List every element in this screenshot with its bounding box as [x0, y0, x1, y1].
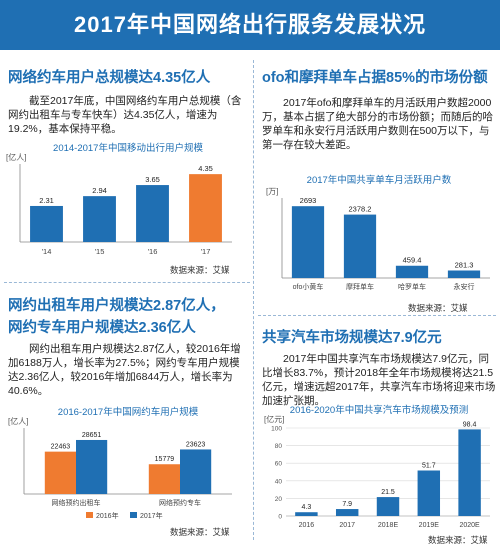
bar-2017年-1	[180, 449, 212, 494]
x-tick-0: '14	[42, 247, 52, 256]
bar-2016年-1	[148, 464, 180, 494]
bar-2017年-0	[76, 439, 108, 494]
ride-hailing-source: 数据来源：艾媒	[170, 265, 230, 275]
ride-hailing-users-chart: [亿人] 22463 28651 网络预约出租车 15779 23623 网络预约专车 201…	[8, 416, 232, 520]
taxi-source: 数据来源：艾媒	[170, 527, 230, 537]
bar-3	[447, 270, 481, 278]
y-tick-0: 0	[278, 514, 282, 521]
data-label-4: 98.4	[463, 421, 477, 428]
bar-0	[295, 512, 318, 516]
bike-sharing-chart-title: 2017年中国共享单车月活跃用户数	[306, 175, 452, 186]
bar-2	[395, 265, 429, 278]
bike-sharing-source: 数据来源：艾媒	[408, 303, 468, 313]
x-tick-1: 摩拜单车	[346, 282, 374, 291]
y-tick-4: 80	[275, 443, 283, 450]
x-tick-1: '15	[95, 247, 105, 256]
bar-2	[376, 497, 400, 516]
data-label-0: 2693	[300, 196, 317, 205]
y-tick-2: 40	[275, 478, 283, 485]
data-label-1: 2.94	[92, 186, 107, 195]
y-axis-unit: [亿人]	[6, 152, 26, 162]
x-tick-2: '16	[148, 247, 158, 256]
bar-0	[291, 206, 325, 278]
y-tick-1: 20	[275, 496, 283, 503]
mobile-travel-users-chart: [亿人] 2.31 '14 2.94 '15 3.65 '16 4.35 '17	[6, 152, 232, 256]
taxi-headline-line2: 网约专车用户规模达2.36亿人	[8, 320, 196, 336]
data-label-3: 281.3	[455, 260, 474, 269]
y-tick-5: 100	[271, 426, 282, 433]
y-axis-unit: [亿元]	[264, 414, 284, 424]
title-banner	[0, 0, 500, 50]
ride-hailing-paragraph: 截至2017年底，中国网络约车用户总规模（含网约出租车与专车快车）达4.35亿人…	[8, 95, 242, 135]
data-label-0: 4.3	[302, 504, 312, 511]
x-tick-4: 2020E	[459, 522, 480, 529]
x-tick-0: 2016	[299, 522, 315, 529]
legend-swatch-0	[86, 512, 93, 518]
car-sharing-paragraph: 2017年中国共享汽车市场规模达7.9亿元，同比增长83.7%，预计2018年全…	[262, 353, 496, 407]
page-title: 2017年中国网络出行服务发展状况	[74, 12, 426, 37]
bar-1	[83, 196, 116, 242]
bar-1	[343, 214, 377, 278]
data-label-3: 51.7	[422, 463, 436, 470]
ride-hailing-chart-title: 2014-2017年中国移动出行用户规模	[53, 143, 203, 154]
data-label-1-1: 23623	[186, 441, 206, 448]
data-label-0: 2.31	[39, 196, 54, 205]
ride-hailing-headline: 网络约车用户总规模达4.35亿人	[8, 70, 211, 86]
x-tick-2: 2018E	[378, 522, 399, 529]
bar-2016年-0	[44, 451, 76, 494]
data-label-2: 3.65	[145, 175, 160, 184]
y-tick-3: 60	[275, 461, 283, 468]
right-section-divider	[258, 315, 496, 316]
car-sharing-source: 数据来源：艾媒	[428, 535, 488, 545]
data-label-1-0: 28651	[82, 432, 102, 439]
x-tick-0: 网络预约出租车	[52, 498, 101, 507]
x-tick-2: 哈罗单车	[398, 282, 426, 291]
legend-swatch-1	[130, 512, 137, 518]
taxi-chart-title: 2016-2017年中国网约车用户规模	[57, 407, 199, 418]
bar-0	[30, 205, 63, 242]
bar-4	[458, 429, 481, 516]
taxi-headline-line1: 网约出租车用户规模达2.87亿人，	[8, 298, 225, 314]
x-tick-1: 2017	[339, 522, 355, 529]
left-section-divider	[4, 282, 250, 283]
y-axis-unit: [亿人]	[8, 416, 28, 426]
bar-3	[417, 470, 441, 516]
bar-2	[136, 185, 169, 242]
x-tick-3: '17	[201, 247, 211, 256]
legend-label-1: 2017年	[140, 511, 163, 520]
data-label-0-1: 15779	[155, 456, 175, 463]
car-sharing-market-chart: [亿元] 0 20 40 60 80 100 4.3 2016 7.9 2017 21.5 2018E 5…	[264, 414, 490, 529]
bar-3	[189, 174, 222, 242]
data-label-2: 21.5	[381, 489, 395, 496]
car-sharing-headline: 共享汽车市场规模达7.9亿元	[262, 330, 442, 346]
column-divider	[253, 60, 254, 540]
x-tick-0: ofo小黄车	[293, 282, 324, 291]
bar-1	[335, 509, 359, 516]
data-label-1: 7.9	[342, 501, 352, 508]
bike-sharing-paragraph: 2017年ofo和摩拜单车的月活跃用户数超2000万，基本占据了绝大部分的市场份…	[262, 97, 493, 151]
data-label-2: 459.4	[403, 256, 422, 265]
car-sharing-chart-title: 2016-2020年中国共享汽车市场规模及预测	[289, 405, 469, 416]
x-tick-3: 永安行	[454, 282, 475, 291]
bike-sharing-headline: ofo和摩拜单车占据85%的市场份额	[262, 70, 488, 86]
y-axis-unit: [万]	[266, 187, 278, 196]
taxi-paragraph: 网约出租车用户规模达2.87亿人，较2016年增加6188万人，增长率为27.5…	[8, 343, 241, 397]
data-label-1: 2378.2	[349, 205, 372, 214]
data-label-0-0: 22463	[51, 444, 71, 451]
x-tick-1: 网络预约专车	[159, 498, 201, 507]
legend-label-0: 2016年	[96, 511, 119, 520]
data-label-3: 4.35	[198, 164, 213, 173]
bike-sharing-mau-chart: [万] 2693 ofo小黄车 2378.2 摩拜单车 459.4 哈罗单车 281.3 永安行	[266, 187, 490, 291]
x-tick-3: 2019E	[419, 522, 440, 529]
